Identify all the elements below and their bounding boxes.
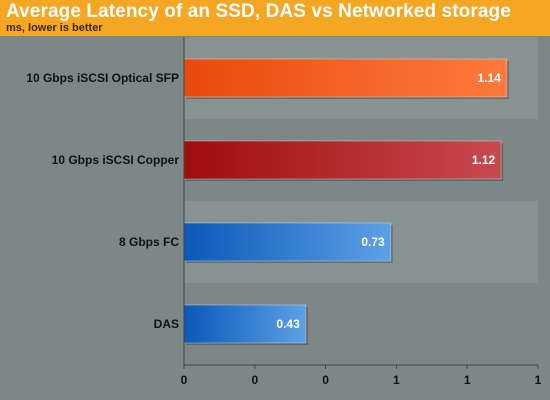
x-tick-label: 1 <box>535 373 542 387</box>
category-label: 10 Gbps iSCSI Copper <box>52 153 180 167</box>
bar <box>183 58 508 98</box>
bar-value-label: 0.73 <box>361 235 385 249</box>
bar-value-label: 1.12 <box>472 153 496 167</box>
bar-value-label: 1.14 <box>477 71 501 85</box>
chart-header: Average Latency of an SSD, DAS vs Networ… <box>0 0 550 36</box>
bar <box>183 222 392 262</box>
x-tick-label: 0 <box>251 373 258 387</box>
chart-subtitle: ms, lower is better <box>6 22 103 34</box>
x-tick-label: 1 <box>464 373 471 387</box>
bar <box>183 140 502 180</box>
category-label: 8 Gbps FC <box>119 235 179 249</box>
chart-title: Average Latency of an SSD, DAS vs Networ… <box>6 1 511 22</box>
x-tick-label: 0 <box>181 373 188 387</box>
x-tick-label: 1 <box>393 373 400 387</box>
bar-value-label: 0.43 <box>276 317 300 331</box>
x-tick-label: 0 <box>322 373 329 387</box>
category-label: 10 Gbps iSCSI Optical SFP <box>26 71 179 85</box>
category-label: DAS <box>154 317 179 331</box>
